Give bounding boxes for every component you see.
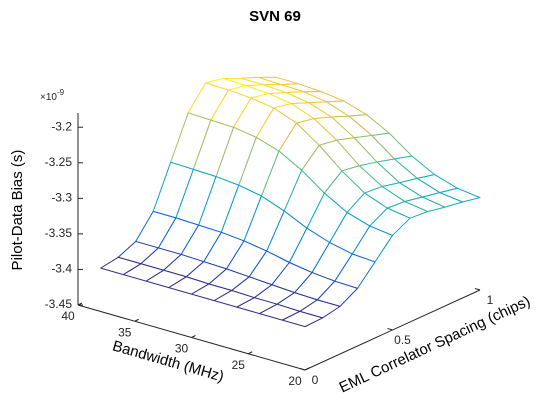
y-tick (474, 288, 481, 291)
y-tick (299, 368, 306, 371)
x-tick (191, 335, 196, 338)
x-tick (77, 302, 83, 306)
x-tick-label: 40 (61, 309, 75, 323)
z-scale-exponent: -9 (57, 88, 65, 97)
x-tick (248, 351, 253, 355)
y-tick (387, 328, 393, 331)
x-axis-label: Bandwidth (MHz) (111, 337, 226, 385)
x-tick-label: 20 (288, 374, 302, 388)
z-tick-label: -3.2 (51, 119, 72, 133)
y-axis-label: EML Correlator Spacing (chips) (337, 293, 533, 397)
z-tick-label: -3.45 (45, 297, 73, 311)
x-tick (134, 318, 139, 322)
chart-title: SVN 69 (249, 8, 301, 25)
z-tick-label: -3.35 (45, 226, 73, 240)
x-tick-label: 25 (232, 358, 246, 372)
z-tick-label: -3.25 (45, 155, 73, 169)
z-scale-base: ×10 (40, 92, 57, 103)
z-scale-label: ×10-9 (40, 88, 65, 103)
y-tick-label: 0 (312, 373, 319, 387)
z-axis-label: Pilot-Data Bias (s) (9, 150, 26, 271)
surface-patch (281, 310, 323, 328)
x-tick-label: 35 (118, 325, 132, 339)
x-tick-label: 30 (175, 342, 189, 356)
y-tick-label: 0.5 (394, 333, 411, 347)
z-tick-label: -3.3 (51, 191, 72, 205)
y-tick-label: 1 (487, 293, 494, 307)
x-tick (304, 367, 310, 371)
z-tick-label: -3.4 (51, 262, 72, 276)
